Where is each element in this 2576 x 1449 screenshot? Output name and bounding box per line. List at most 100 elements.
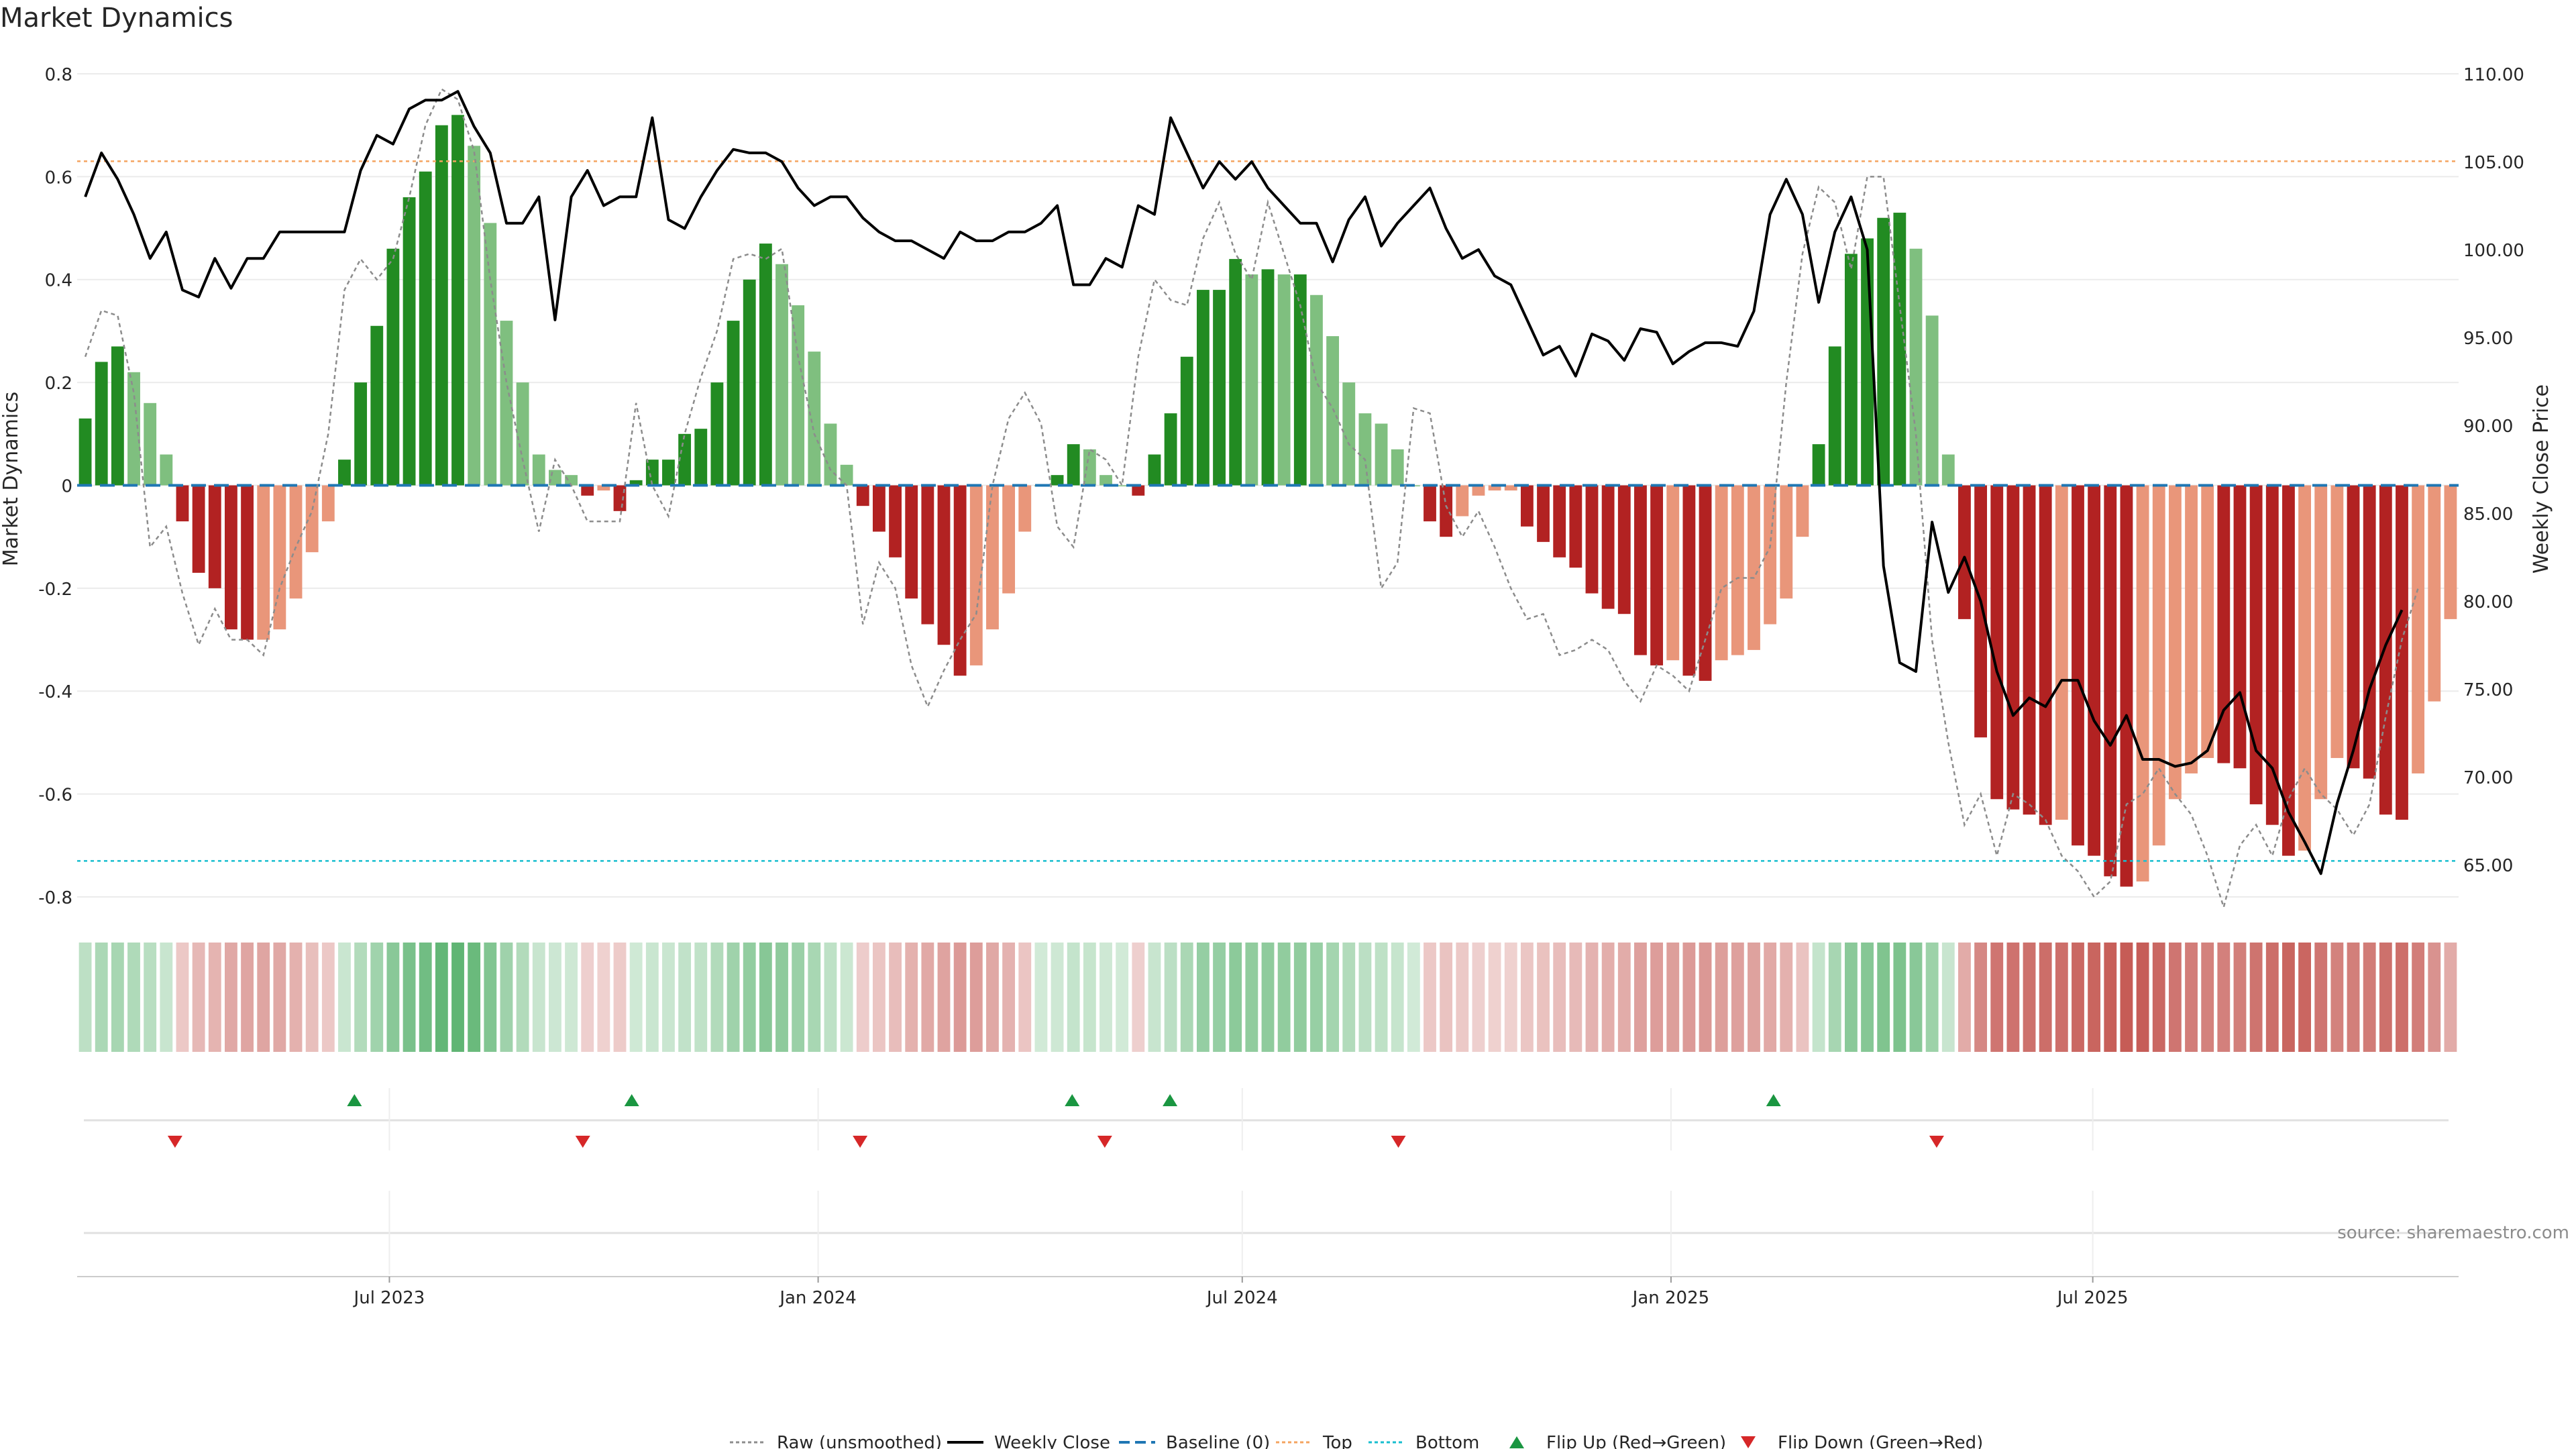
flip-down-marker [1929,1136,1944,1148]
weekly-close-line [84,90,2404,875]
y-axis-right-label: Weekly Close Price [2530,384,2553,574]
bar [1099,475,1112,486]
heat-cell [1634,943,1647,1052]
heat-cell [840,943,853,1052]
legend-item: Raw (unsmoothed) [730,1433,942,1449]
bar [1293,274,1307,486]
heat-cell [1748,943,1760,1052]
bar [1180,356,1193,486]
x-axis: Jul 2023 Jan 2024 Jul 2024 Jan 2025 Jul 2025 [77,1276,2459,1308]
heat-cell [2428,943,2441,1052]
flip-up-marker [347,1094,362,1106]
bar [2233,485,2247,769]
heat-cell [1407,943,1420,1052]
heat-cell [241,943,254,1052]
heat-cell [208,943,221,1052]
bar [2379,485,2392,815]
legend-item: Baseline (0) [1119,1433,1270,1449]
bar [1569,485,1582,568]
bar [1941,454,1955,486]
bar [95,362,108,486]
bar [2152,485,2165,846]
bar [2363,485,2376,779]
bar [1796,485,1809,537]
heat-cell [1504,943,1517,1052]
bar [208,485,221,588]
heat-cell [1974,943,1988,1052]
bar [694,429,708,486]
heat-cell [1699,943,1712,1052]
heat-cell [1002,943,1016,1052]
flip-up-marker [624,1094,639,1106]
heat-cell [1472,943,1485,1052]
bar [872,485,885,532]
bar [78,418,92,486]
bar [1229,259,1242,486]
bar [2201,485,2214,758]
heat-cell [532,943,545,1052]
heat-cell [1034,943,1048,1052]
y2-tick-label: 95.00 [2463,329,2513,349]
heat-cell [2120,943,2133,1052]
heat-cell [856,943,869,1052]
bar [2428,485,2441,702]
bar [937,485,951,645]
legend-item: Weekly Close [947,1433,1110,1449]
heat-cell [338,943,351,1052]
bar [1424,485,1436,522]
bar [1083,449,1096,486]
bar [1844,254,1858,486]
bar [451,115,464,486]
source-note: source: sharemaestro.com [2337,1223,2569,1243]
bar [1666,485,1680,661]
heat-cell [2152,943,2165,1052]
legend: Raw (unsmoothed) Weekly Close Baseline (0)… [730,1433,1983,1449]
heat-cell [1456,943,1469,1052]
heat-cell [662,943,675,1052]
flip-down-marker [167,1136,182,1148]
bar [2088,485,2101,856]
heat-cell [1196,943,1210,1052]
bar [1780,485,1793,599]
heat-cell [1488,943,1501,1052]
heat-cell [694,943,708,1052]
heat-cell [160,943,173,1052]
heat-cell [1099,943,1112,1052]
bar [2347,485,2360,769]
bar [2136,485,2149,881]
heat-cell [1116,943,1129,1052]
bar [1472,485,1485,496]
y-tick-label: 0.8 [45,65,72,85]
heat-cell [1326,943,1340,1052]
heat-cell [225,943,237,1052]
bar [160,454,173,486]
heat-cell [305,943,319,1052]
heat-cell [1537,943,1550,1052]
heat-cell [710,943,724,1052]
heat-cell [1180,943,1193,1052]
histogram-bars [78,115,2457,887]
bar [2298,485,2311,851]
heat-cell [1424,943,1436,1052]
heat-cell [484,943,497,1052]
heat-cell [2006,943,2020,1052]
heat-cell [386,943,400,1052]
bar [1748,485,1760,650]
bar [856,485,869,506]
heat-cell [1310,943,1323,1052]
heat-cell [1148,943,1161,1052]
heat-cell [1650,943,1664,1052]
heat-cell [451,943,464,1052]
heat-cell [548,943,561,1052]
legend-label: Flip Up (Red→Green) [1546,1433,1726,1449]
heat-cell [1277,943,1291,1052]
heat-cell [1682,943,1696,1052]
heat-cell [78,943,92,1052]
bar [710,382,724,486]
heat-cell [2055,943,2068,1052]
heat-cell [824,943,837,1052]
x-tick-label: Jan 2025 [1631,1288,1710,1308]
heat-cell [1844,943,1858,1052]
y-tick-label: -0.4 [38,682,72,702]
bar [1018,485,1032,532]
